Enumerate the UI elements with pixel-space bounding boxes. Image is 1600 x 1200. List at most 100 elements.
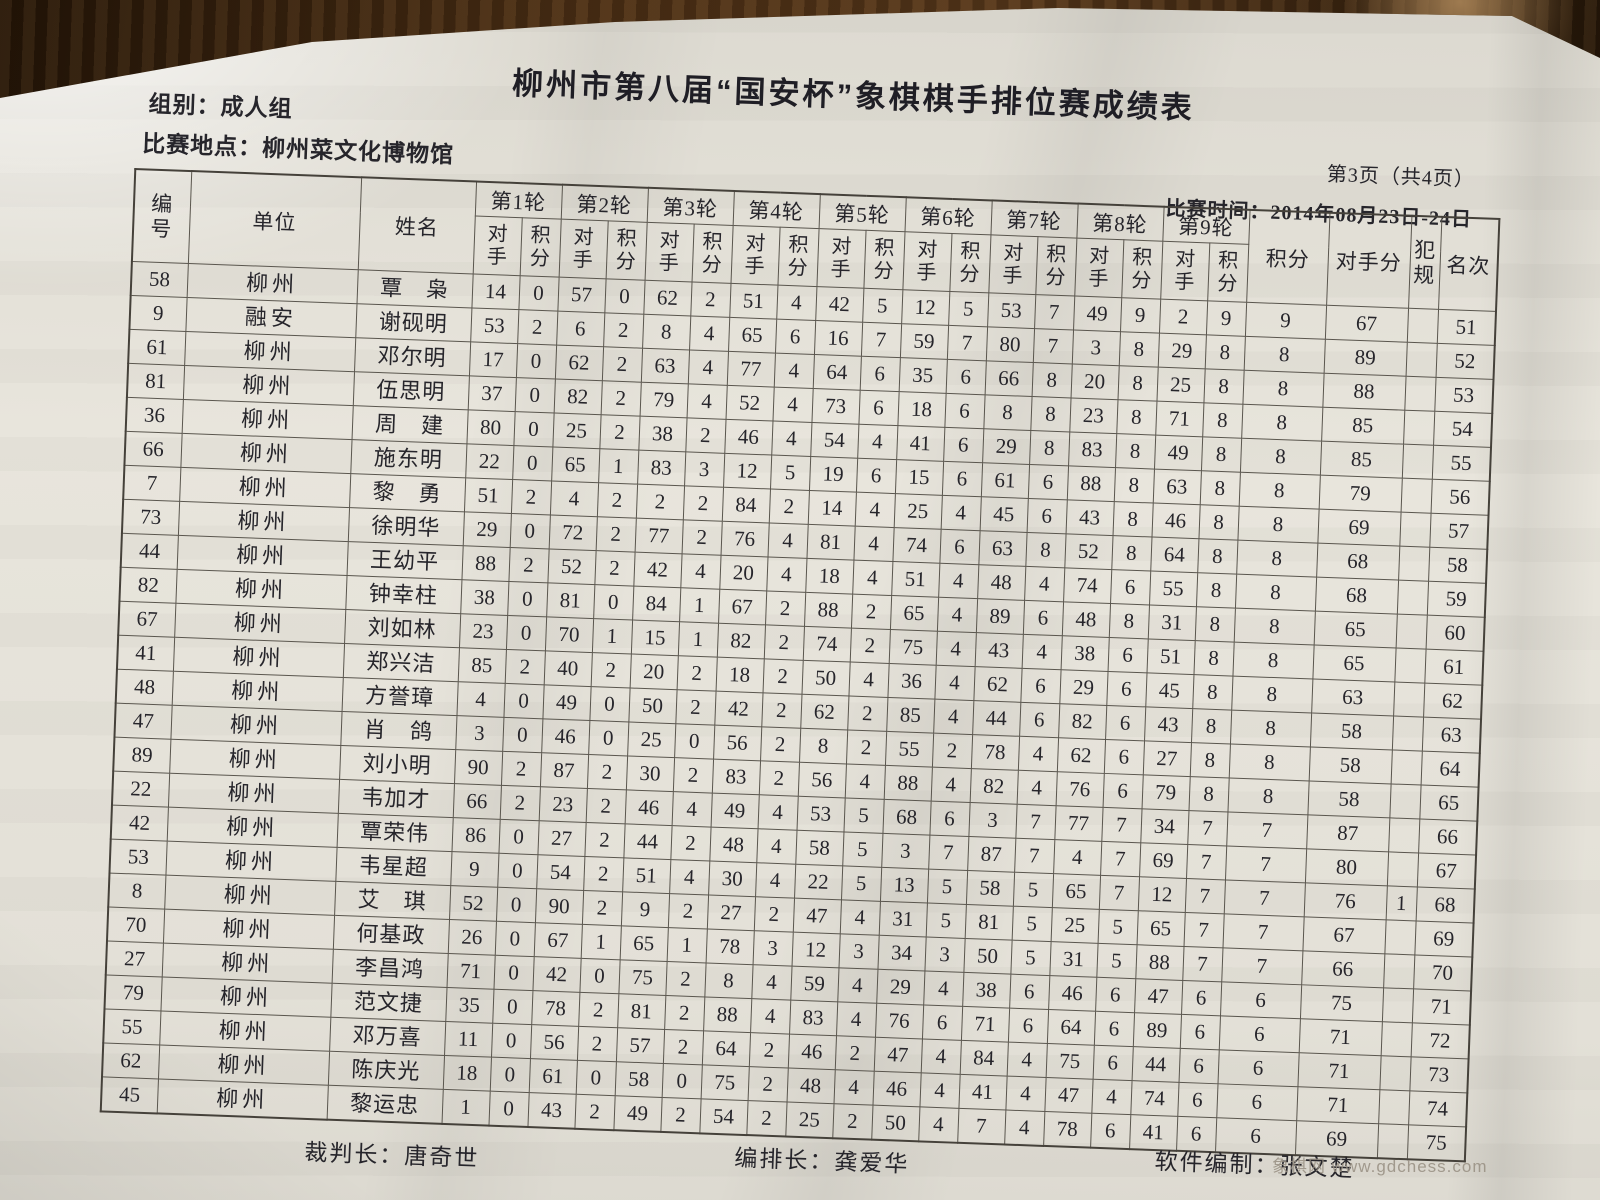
round-7-score: 6 (1020, 668, 1061, 704)
round-8-opponent: 31 (1049, 941, 1098, 978)
round-9-score: 8 (1203, 368, 1244, 405)
round-8-opponent: 49 (1073, 295, 1122, 332)
round-5-opponent: 50 (801, 660, 850, 696)
round-4-opponent: 82 (716, 623, 766, 659)
player-id: 8 (108, 873, 166, 910)
subheader-opponent-r6: 对 手 (902, 231, 952, 292)
opponent-score: 88 (1322, 373, 1406, 411)
total-score: 8 (1231, 676, 1313, 713)
round-6-score: 4 (933, 699, 974, 735)
round-6-opponent: 29 (876, 969, 925, 1005)
chief-judge: 裁判长：唐奇世 (303, 1139, 480, 1172)
round-4-score: 4 (772, 387, 813, 423)
round-8-score: 9 (1119, 297, 1161, 334)
opponent-score: 58 (1308, 746, 1392, 784)
round-1-opponent: 80 (466, 409, 515, 446)
round-5-opponent: 58 (795, 830, 844, 866)
player-id: 89 (113, 737, 171, 774)
opponent-score: 67 (1324, 305, 1409, 343)
round-5-score: 5 (862, 288, 903, 324)
round-1-score: 2 (510, 479, 552, 515)
player-name: 李昌鸿 (331, 949, 448, 988)
round-9-opponent: 46 (1151, 503, 1200, 539)
player-id: 55 (103, 1008, 161, 1045)
round-1-opponent: 3 (455, 715, 504, 752)
round-1-score: 0 (514, 377, 555, 413)
round-7-opponent: 48 (977, 564, 1026, 601)
round-2-opponent: 27 (537, 820, 586, 857)
player-name: 陈庆光 (327, 1051, 445, 1090)
round-1-score: 2 (500, 751, 542, 787)
round-2-score: 0 (593, 584, 634, 621)
round-3-score: 2 (664, 995, 705, 1031)
round-1-opponent: 22 (465, 443, 514, 480)
round-5-score: 4 (839, 899, 880, 936)
header-round-7: 第7轮 (990, 200, 1078, 239)
round-8-score: 8 (1117, 365, 1158, 402)
player-name: 谢砚明 (355, 303, 472, 342)
round-4-score: 6 (774, 319, 816, 355)
subheader-points-r2: 积 分 (605, 220, 647, 281)
round-9-score: 8 (1190, 708, 1232, 745)
round-5-opponent: 47 (792, 898, 841, 934)
opponent-score: 65 (1313, 611, 1397, 649)
round-4-score: 4 (776, 285, 817, 321)
round-7-opponent: 66 (984, 360, 1033, 397)
round-5-score: 3 (838, 933, 879, 970)
round-4-opponent: 18 (715, 657, 764, 693)
player-name: 艾 琪 (334, 881, 451, 920)
header-total-score: 积分 (1246, 209, 1330, 306)
player-id: 22 (111, 771, 170, 808)
final-rank: 63 (1421, 717, 1482, 754)
player-id: 79 (104, 974, 162, 1011)
opponent-score: 85 (1319, 441, 1404, 479)
round-8-score: 6 (1095, 977, 1136, 1013)
round-9-score: 7 (1184, 878, 1225, 914)
round-9-score: 8 (1192, 674, 1233, 711)
round-3-score: 0 (661, 1063, 702, 1099)
opponent-score: 71 (1296, 1086, 1380, 1124)
round-3-score: 3 (684, 451, 725, 488)
subheader-opponent-r8: 对 手 (1074, 238, 1124, 298)
round-2-score: 2 (585, 788, 626, 824)
header-name: 姓名 (357, 177, 477, 274)
round-9-score: 8 (1198, 504, 1239, 541)
round-4-score: 4 (756, 828, 797, 865)
round-6-opponent: 68 (882, 799, 931, 836)
player-id: 48 (115, 669, 173, 706)
player-id: 42 (110, 805, 168, 842)
round-6-score: 5 (926, 869, 968, 905)
foul-count (1404, 376, 1436, 412)
round-8-score: 6 (1092, 1045, 1133, 1081)
round-4-score: 4 (755, 862, 796, 899)
opponent-score: 67 (1302, 916, 1386, 954)
round-8-opponent: 46 (1048, 975, 1097, 1012)
round-5-score: 6 (859, 356, 900, 392)
foul-count (1379, 1055, 1411, 1091)
foul-count (1383, 953, 1415, 989)
final-rank: 56 (1430, 479, 1490, 516)
foul-count (1398, 546, 1430, 582)
foul-count (1401, 444, 1434, 480)
subheader-points-r9: 积 分 (1207, 242, 1249, 303)
round-5-opponent: 73 (811, 388, 860, 425)
round-9-opponent: 65 (1136, 910, 1185, 947)
round-7-score: 4 (1016, 770, 1057, 806)
player-name: 韦加才 (337, 779, 454, 818)
round-5-score: 2 (834, 1035, 875, 1072)
opponent-score: 65 (1312, 645, 1396, 682)
round-7-score: 6 (1027, 464, 1069, 500)
round-9-score: 8 (1197, 538, 1238, 575)
round-4-score: 4 (750, 998, 791, 1035)
round-9-score: 6 (1178, 1048, 1219, 1084)
round-1-opponent: 29 (462, 511, 511, 548)
round-4-score: 2 (753, 896, 795, 933)
player-id: 82 (119, 567, 177, 604)
round-9-opponent: 34 (1140, 808, 1189, 845)
header-id: 编 号 (131, 169, 192, 264)
round-3-opponent: 15 (630, 620, 680, 656)
round-8-score: 5 (1096, 943, 1137, 979)
round-8-score: 8 (1108, 603, 1150, 639)
